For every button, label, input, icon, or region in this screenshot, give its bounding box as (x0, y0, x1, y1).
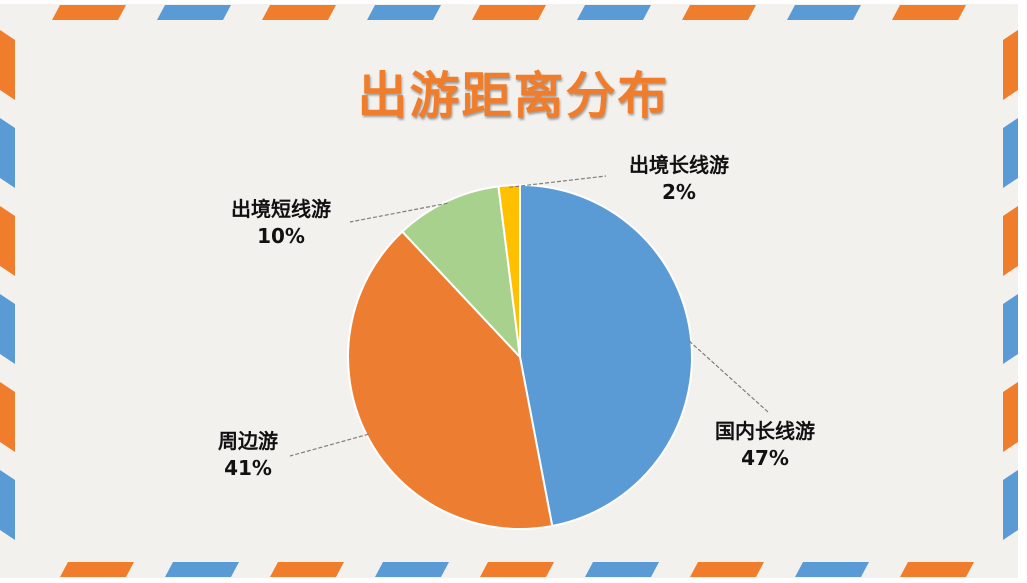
right-stripe (1003, 206, 1018, 276)
left-stripe (0, 470, 15, 540)
chart-title: 出游距离分布 (357, 67, 670, 125)
left-stripe (0, 30, 15, 100)
pie-slice-domestic-long (519, 184, 693, 527)
bottom-stripe (270, 562, 344, 577)
data-label-name: 国内长线游 (715, 419, 815, 443)
pie-slice-outbound-long (497, 184, 521, 358)
right-stripe (1003, 382, 1018, 452)
top-stripe (367, 5, 441, 20)
data-label-outbound-short: 出境短线游 10% (196, 196, 366, 250)
bottom-stripe (165, 562, 239, 577)
top-stripe (52, 5, 126, 20)
top-stripe (262, 5, 336, 20)
top-stripe (892, 5, 966, 20)
right-stripe (1003, 30, 1018, 100)
leader-line (349, 202, 448, 223)
data-label-outbound-long: 出境长线游 2% (594, 152, 764, 206)
data-label-domestic-long: 国内长线游 47% (680, 418, 850, 472)
border-stripes (0, 5, 1018, 577)
bottom-stripe (585, 562, 659, 577)
left-stripe (0, 118, 15, 188)
right-stripe (1003, 470, 1018, 540)
left-stripe (0, 294, 15, 364)
bottom-stripe (900, 562, 974, 577)
bottom-stripe (60, 562, 134, 577)
bottom-stripe (690, 562, 764, 577)
bottom-stripe (480, 562, 554, 577)
data-label-name: 出境长线游 (629, 153, 729, 177)
left-stripe (0, 382, 15, 452)
data-label-value: 47% (741, 446, 789, 470)
leader-line (289, 433, 369, 457)
right-stripe (1003, 294, 1018, 364)
data-label-name: 周边游 (218, 429, 278, 453)
right-stripe (1003, 118, 1018, 188)
pie-slice-outbound-short (401, 185, 521, 358)
data-label-nearby: 周边游 41% (163, 428, 333, 482)
top-stripe (577, 5, 651, 20)
bottom-stripe (795, 562, 869, 577)
top-stripe (682, 5, 756, 20)
bottom-stripe (375, 562, 449, 577)
top-stripe (472, 5, 546, 20)
leader-line (688, 340, 769, 413)
leader-line (509, 175, 607, 188)
data-label-name: 出境短线游 (231, 197, 331, 221)
left-stripe (0, 206, 15, 276)
data-label-value: 10% (257, 224, 305, 248)
data-label-value: 41% (224, 456, 272, 480)
data-label-value: 2% (662, 180, 696, 204)
top-stripe (157, 5, 231, 20)
top-stripe (787, 5, 861, 20)
